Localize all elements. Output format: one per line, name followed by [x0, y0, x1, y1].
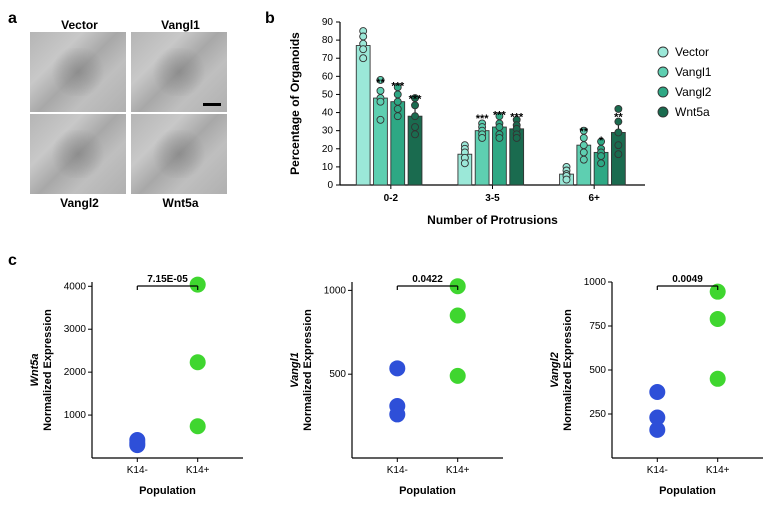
svg-text:Wnt5a: Wnt5a — [675, 105, 710, 119]
svg-text:60: 60 — [322, 71, 334, 82]
scatter-wnt5a: 1000 2000 3000 4000 Wnt5aNormalized Expressi… — [30, 260, 250, 500]
svg-text:10: 10 — [322, 162, 334, 173]
svg-text:4000: 4000 — [64, 281, 87, 292]
img-wnt5a-wrap: Wnt5a — [131, 114, 230, 210]
svg-text:**: ** — [376, 77, 385, 89]
svg-text:Population: Population — [659, 485, 716, 497]
svg-text:6+: 6+ — [588, 193, 600, 204]
microscope-image — [131, 114, 227, 194]
img-label: Wnt5a — [131, 196, 230, 210]
svg-text:***: *** — [391, 81, 405, 93]
svg-text:3-5: 3-5 — [485, 193, 500, 204]
img-label: Vangl2 — [30, 196, 129, 210]
svg-text:Vector: Vector — [675, 45, 709, 59]
scatter-vangl1: 500 1000 Vangl1Normalized Expression K14- K1… — [290, 260, 510, 500]
svg-text:***: *** — [493, 110, 507, 122]
svg-text:50: 50 — [322, 89, 334, 100]
image-grid: Vector Vangl1 Vangl2 Wnt5a — [30, 18, 230, 210]
panel-a: Vector Vangl1 Vangl2 Wnt5a — [30, 18, 230, 210]
svg-text:***: *** — [409, 93, 423, 105]
svg-text:K14-: K14- — [647, 465, 668, 476]
svg-text:250: 250 — [589, 409, 606, 420]
img-vangl2-wrap: Vangl2 — [30, 114, 129, 210]
svg-text:1000: 1000 — [64, 410, 87, 421]
svg-text:*: * — [599, 135, 604, 147]
svg-text:0-2: 0-2 — [384, 193, 399, 204]
svg-text:**: ** — [580, 126, 589, 138]
svg-text:7.15E-05: 7.15E-05 — [147, 274, 188, 285]
scatter-row: 1000 2000 3000 4000 Wnt5aNormalized Expressi… — [30, 260, 770, 500]
img-label: Vangl1 — [131, 18, 230, 32]
svg-text:K14-: K14- — [387, 465, 408, 476]
svg-text:Percentage of Organoids: Percentage of Organoids — [288, 32, 302, 175]
svg-text:Vangl2Normalized Expression: Vangl2Normalized Expression — [550, 309, 574, 431]
svg-text:500: 500 — [329, 369, 346, 380]
svg-text:90: 90 — [322, 17, 334, 28]
svg-text:3000: 3000 — [64, 324, 87, 335]
svg-text:70: 70 — [322, 53, 334, 64]
svg-text:40: 40 — [322, 108, 334, 119]
svg-text:Population: Population — [399, 485, 456, 497]
panel-c-label: c — [8, 252, 17, 270]
svg-text:30: 30 — [322, 126, 334, 137]
svg-text:750: 750 — [589, 321, 606, 332]
svg-text:***: *** — [510, 111, 524, 123]
svg-text:K14+: K14+ — [706, 465, 730, 476]
panel-c: 1000 2000 3000 4000 Wnt5aNormalized Expressi… — [30, 260, 770, 510]
bar-chart: 0 10 20 30 40 50 60 70 80 90 Percentage of Organoi… — [285, 10, 765, 230]
svg-text:0: 0 — [327, 180, 333, 191]
panel-b: 0 10 20 30 40 50 60 70 80 90 Percentage of Organoi… — [285, 10, 765, 230]
svg-text:Population: Population — [139, 485, 196, 497]
svg-text:80: 80 — [322, 35, 334, 46]
scatter-vangl2: 250 500 750 1000 Vangl2Normalized Expression… — [550, 260, 770, 500]
img-label: Vector — [30, 18, 129, 32]
img-vangl1-wrap: Vangl1 — [131, 18, 230, 112]
svg-text:1000: 1000 — [324, 285, 347, 296]
svg-text:500: 500 — [589, 365, 606, 376]
svg-text:1000: 1000 — [584, 277, 607, 288]
svg-text:2000: 2000 — [64, 367, 87, 378]
svg-text:Vangl1Normalized Expression: Vangl1Normalized Expression — [290, 309, 314, 431]
panel-b-label: b — [265, 10, 275, 28]
svg-text:0.0049: 0.0049 — [672, 274, 703, 285]
svg-text:Vangl2: Vangl2 — [675, 85, 712, 99]
svg-text:K14-: K14- — [127, 465, 148, 476]
scale-bar — [203, 103, 221, 106]
panel-a-label: a — [8, 10, 17, 28]
svg-text:20: 20 — [322, 144, 334, 155]
svg-text:Vangl1: Vangl1 — [675, 65, 712, 79]
svg-text:K14+: K14+ — [446, 465, 470, 476]
img-vector-wrap: Vector — [30, 18, 129, 112]
microscope-image — [131, 32, 227, 112]
svg-text:Number of Protrusions: Number of Protrusions — [427, 213, 558, 227]
svg-text:***: *** — [476, 113, 490, 125]
svg-text:0.0422: 0.0422 — [412, 274, 443, 285]
svg-text:**: ** — [614, 111, 623, 123]
svg-text:Wnt5aNormalized Expression: Wnt5aNormalized Expression — [30, 309, 54, 431]
svg-text:K14+: K14+ — [186, 465, 210, 476]
microscope-image — [30, 32, 126, 112]
microscope-image — [30, 114, 126, 194]
